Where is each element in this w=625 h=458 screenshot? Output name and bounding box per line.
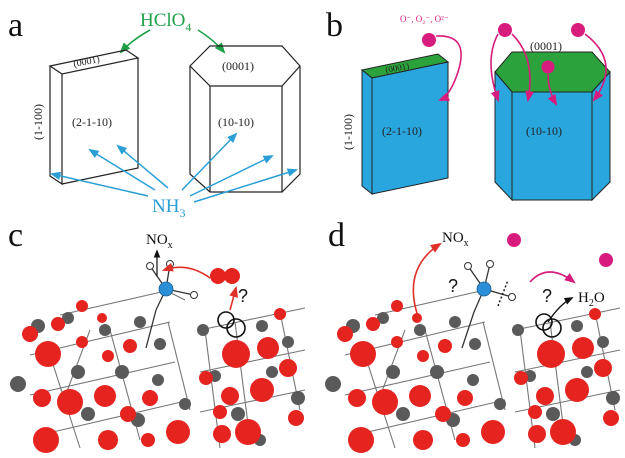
question-mark-d-right: ?	[542, 286, 552, 306]
oxygen-atoms-d	[337, 300, 619, 453]
radical-atom-d-left	[507, 233, 521, 247]
radical-species-label: O⁻, O₂⁻, O²⁻	[400, 14, 449, 24]
hclo4-arrow-right	[197, 29, 226, 54]
panel-d: d	[325, 217, 621, 453]
o-transfer-arrow-c	[161, 262, 211, 279]
facet-label-a-top-left: (0001)	[72, 54, 100, 70]
panel-c: c	[8, 217, 306, 453]
radical-atom-d-right	[599, 253, 613, 267]
nox-loop-arrow-d	[412, 242, 442, 323]
panel-d-letter: d	[328, 217, 345, 254]
panel-b: b O⁻, O₂⁻, O²⁻ (0001) (1-100) (2-1-10) (…	[326, 7, 611, 202]
adsorbate-d	[461, 260, 516, 349]
question-mark-d-left: ?	[448, 276, 458, 296]
facet-label-a-top-right: (0001)	[222, 59, 254, 73]
hclo4-label: HClO4	[140, 10, 191, 34]
nh3-label: NH3	[152, 196, 185, 220]
oxygen-atoms-c	[22, 300, 304, 453]
facet-label-b-face-right: (10-10)	[526, 124, 562, 138]
facet-label-b-face-left: (2-1-10)	[382, 124, 422, 138]
facet-label-a-face-left: (2-1-10)	[72, 115, 112, 129]
nox-label-c: NOx	[146, 232, 173, 251]
vacancy-sites-c	[217, 311, 246, 338]
facet-label-b-side: (1-100)	[341, 114, 355, 150]
panel-a-letter: a	[8, 7, 23, 44]
radical-arrow-d	[529, 271, 576, 284]
metal-atoms-d	[325, 312, 620, 446]
vacancy-arrow-c	[229, 285, 238, 311]
radical-arrows-b	[435, 33, 607, 106]
crystal-slab-outline	[48, 49, 140, 186]
question-mark-c: ?	[238, 286, 248, 306]
panel-c-letter: c	[8, 217, 23, 254]
nox-label-d: NOx	[442, 230, 469, 249]
panel-b-letter: b	[326, 7, 343, 44]
crystal-slab-filled	[360, 53, 450, 196]
facet-label-b-top-right: (0001)	[530, 39, 562, 53]
bond-cleavage-mark	[497, 279, 509, 307]
vacancy-sites-d	[535, 313, 562, 338]
facet-label-b-top-left: (0001)	[384, 61, 409, 75]
nh3-arrows	[49, 132, 299, 203]
h2o-label: H2O	[578, 290, 605, 309]
facet-label-a-face-right: (10-10)	[218, 115, 254, 129]
panel-a: a HClO4 (0001) (1-100) (2-1-10) (0001) (…	[8, 7, 301, 220]
crystal-hex-filled	[494, 51, 611, 202]
hclo4-arrow-left	[119, 29, 151, 54]
facet-label-a-side: (1-100)	[31, 104, 45, 140]
radical-atoms-b	[422, 23, 585, 74]
o2-molecule-c	[210, 268, 240, 284]
